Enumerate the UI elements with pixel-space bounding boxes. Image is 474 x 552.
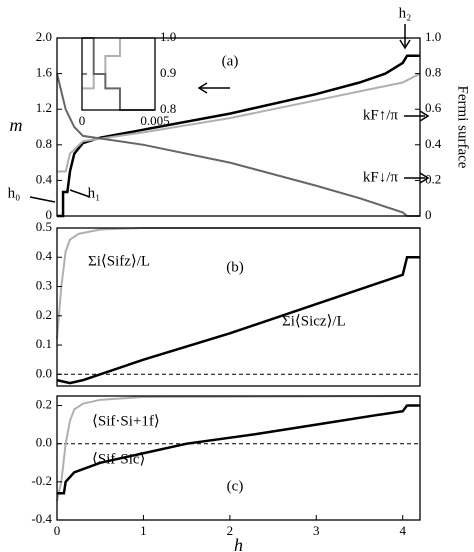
series-label: Σi⟨Sifz⟩/L bbox=[88, 253, 150, 269]
y-tick-label: 1.0 bbox=[160, 29, 176, 44]
y-tick-label: 0.2 bbox=[36, 307, 52, 322]
x-tick-label: 4 bbox=[399, 523, 406, 538]
y-tick-label: 0.4 bbox=[36, 248, 53, 263]
x-tick-label: 2 bbox=[227, 523, 234, 538]
y-tick-label: 0 bbox=[46, 207, 53, 222]
annotation: h₁ bbox=[88, 185, 101, 201]
y-tick-label: 0.1 bbox=[36, 336, 52, 351]
y2-tick-label: 0.2 bbox=[425, 171, 441, 186]
x-tick-label: 0 bbox=[79, 113, 86, 128]
series-label: Σi⟨Sicz⟩/L bbox=[282, 313, 346, 329]
series-line bbox=[56, 256, 420, 385]
series-label: ⟨Sif·Si+1f⟩ bbox=[92, 413, 160, 429]
y-tick-label: 1.6 bbox=[36, 65, 53, 80]
y-tick-label: -0.4 bbox=[31, 511, 52, 526]
y-tick-label: 0.8 bbox=[160, 101, 176, 116]
series-line bbox=[57, 404, 420, 495]
series-line bbox=[56, 395, 421, 502]
annotation: h₀ bbox=[8, 185, 21, 201]
y-tick-label: 1.2 bbox=[36, 100, 52, 115]
y2-tick-label: 0.6 bbox=[425, 100, 442, 115]
series-line bbox=[56, 227, 420, 340]
annotation: (c) bbox=[227, 478, 244, 494]
y-tick-label: -0.2 bbox=[31, 473, 52, 488]
annotation: (a) bbox=[222, 53, 239, 69]
y2-tick-label: 0 bbox=[425, 207, 432, 222]
y2-axis-label: Fermi surface bbox=[455, 86, 471, 169]
series-line bbox=[82, 37, 155, 90]
series-line bbox=[57, 54, 420, 218]
series-label: kF↑/π bbox=[363, 107, 399, 123]
arrows bbox=[29, 24, 430, 203]
x-axis-label: h bbox=[234, 535, 243, 552]
arrow-head bbox=[419, 110, 430, 122]
plot-frame bbox=[56, 37, 421, 217]
arrow-head bbox=[399, 39, 411, 50]
series-label: ⟨Sif·Sic⟩ bbox=[92, 451, 145, 467]
y2-tick-label: 1.0 bbox=[425, 29, 441, 44]
y-tick-label: 0.9 bbox=[160, 65, 176, 80]
y-tick-label: 0.5 bbox=[36, 219, 52, 234]
annotation: (b) bbox=[226, 259, 244, 275]
y-tick-label: 0.0 bbox=[36, 435, 52, 450]
y-axis-label: m bbox=[10, 115, 23, 135]
y-tick-label: 0.8 bbox=[36, 136, 52, 151]
arrow bbox=[29, 196, 56, 203]
arrow-head bbox=[197, 82, 208, 94]
x-tick-label: 0 bbox=[54, 523, 61, 538]
y-tick-label: 0.2 bbox=[36, 397, 52, 412]
annotation: h₂ bbox=[399, 5, 412, 21]
arrow bbox=[69, 189, 91, 198]
y-tick-label: 0.4 bbox=[36, 171, 53, 186]
y-tick-label: 0.0 bbox=[36, 365, 52, 380]
y2-tick-label: 0.4 bbox=[425, 136, 442, 151]
x-tick-label: 1 bbox=[140, 523, 147, 538]
plot-frame bbox=[56, 395, 421, 521]
y-tick-label: 2.0 bbox=[36, 29, 52, 44]
plot-frame bbox=[56, 227, 421, 387]
y2-tick-label: 0.8 bbox=[425, 65, 441, 80]
y-tick-label: 0.3 bbox=[36, 278, 52, 293]
series-line bbox=[82, 37, 155, 111]
series-line bbox=[57, 72, 421, 173]
x-tick-label: 3 bbox=[313, 523, 320, 538]
series-label: kF↓/π bbox=[363, 169, 399, 185]
arrow-head bbox=[419, 172, 430, 184]
series-line bbox=[56, 73, 420, 217]
x-tick-label: 0.005 bbox=[140, 113, 169, 128]
